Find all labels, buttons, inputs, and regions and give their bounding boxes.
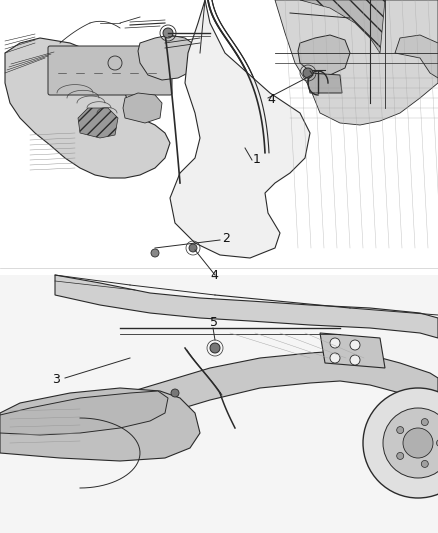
Polygon shape (5, 38, 170, 178)
Text: 5: 5 (210, 316, 218, 329)
Polygon shape (0, 391, 168, 435)
Polygon shape (78, 108, 118, 138)
Circle shape (210, 343, 220, 353)
Text: 1: 1 (253, 153, 261, 166)
Polygon shape (298, 35, 350, 75)
Circle shape (403, 428, 433, 458)
Polygon shape (138, 35, 198, 80)
Circle shape (350, 355, 360, 365)
Circle shape (397, 453, 404, 459)
Circle shape (363, 388, 438, 498)
FancyBboxPatch shape (48, 46, 172, 95)
Circle shape (383, 408, 438, 478)
Circle shape (303, 68, 313, 78)
Polygon shape (0, 388, 200, 461)
Circle shape (171, 389, 179, 397)
Text: 4: 4 (210, 269, 218, 282)
Circle shape (350, 340, 360, 350)
Text: 4: 4 (267, 93, 275, 106)
Polygon shape (110, 351, 438, 430)
Circle shape (163, 28, 173, 38)
Circle shape (421, 461, 428, 467)
Polygon shape (170, 0, 310, 258)
Circle shape (330, 338, 340, 348)
Polygon shape (308, 73, 342, 93)
Polygon shape (300, 0, 385, 53)
Text: 2: 2 (222, 232, 230, 245)
Polygon shape (320, 333, 385, 368)
Polygon shape (55, 275, 438, 338)
Circle shape (108, 56, 122, 70)
Polygon shape (275, 0, 438, 125)
Circle shape (421, 418, 428, 425)
Text: 3: 3 (52, 373, 60, 386)
Circle shape (397, 426, 404, 433)
Circle shape (151, 249, 159, 257)
Polygon shape (395, 35, 438, 78)
Bar (0, 275, 438, 533)
Circle shape (330, 353, 340, 363)
Circle shape (437, 440, 438, 447)
Polygon shape (123, 93, 162, 123)
Circle shape (189, 244, 197, 252)
